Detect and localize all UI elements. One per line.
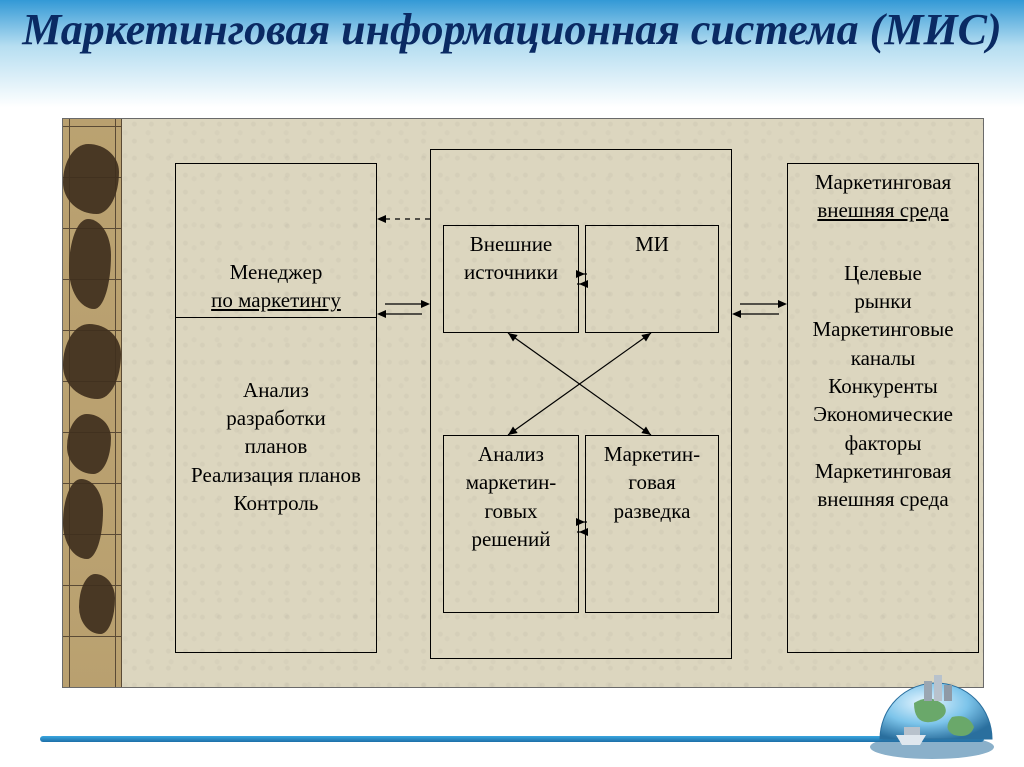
diagram-frame: Менеджерпо маркетингуАнализразработкипла… bbox=[62, 118, 984, 688]
diagram-arrows bbox=[63, 119, 983, 687]
slide: Маркетинговая информационная система (МИ… bbox=[0, 0, 1024, 767]
page-title: Маркетинговая информационная система (МИ… bbox=[0, 0, 1024, 54]
bottom-curve-bar bbox=[40, 736, 984, 742]
